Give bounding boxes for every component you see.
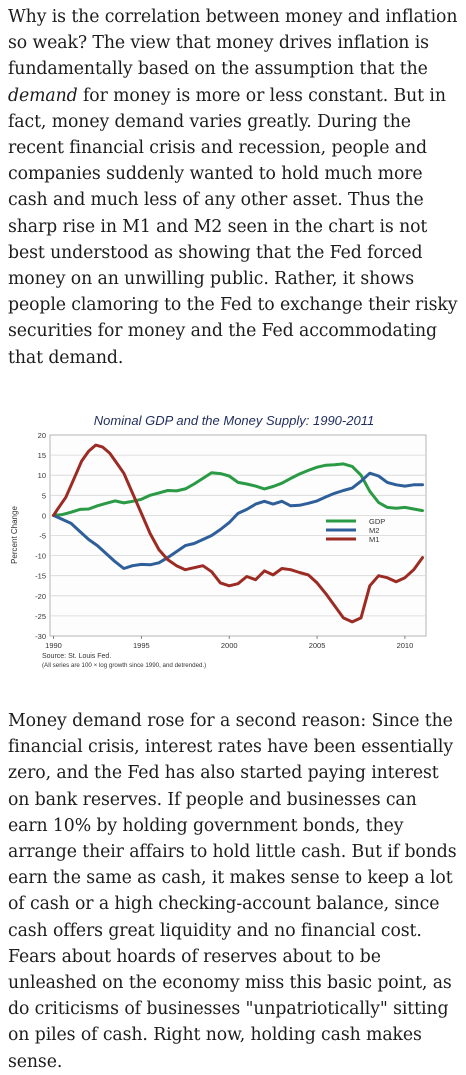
money-supply-chart: Nominal GDP and the Money Supply: 1990-2… (6, 402, 440, 678)
y-tick-label: 10 (38, 471, 46, 480)
paragraph-1: Why is the correlation between money and… (8, 4, 460, 371)
y-tick-label: 20 (38, 431, 46, 440)
series-lines (52, 443, 424, 624)
y-axis-ticks: 20 15 10 5 0 -5 -10 -15 -20 -25 -30 (35, 431, 46, 641)
y-tick-label: 15 (38, 451, 46, 460)
chart-source: Source: St. Louis Fed. (42, 653, 111, 660)
y-tick-label: -10 (35, 552, 46, 561)
x-tick-label: 2000 (221, 641, 238, 650)
paragraph-1-part-b: for money is more or less constant. But … (8, 85, 458, 368)
y-tick-label: -30 (35, 632, 46, 641)
legend-label-m1: M1 (369, 535, 379, 544)
chart-title: Nominal GDP and the Money Supply: 1990-2… (94, 413, 374, 428)
y-tick-label: -15 (35, 572, 46, 581)
y-axis-label: Percent Change (10, 506, 19, 564)
x-tick-label: 1990 (45, 641, 62, 650)
y-tick-label: -25 (35, 612, 46, 621)
chart-note: (All series are 100 × log growth since 1… (42, 662, 206, 669)
x-axis-ticks: 1990 1995 2000 2005 2010 (45, 636, 413, 650)
x-tick-label: 2010 (397, 641, 414, 650)
y-tick-label: -5 (39, 532, 46, 541)
series-line-gdp (52, 462, 424, 517)
grid-lines (50, 454, 426, 617)
y-tick-label: 0 (42, 511, 46, 520)
paragraph-1-emphasis: demand (8, 85, 78, 106)
paragraph-1-part-a: Why is the correlation between money and… (8, 7, 458, 80)
y-tick-label: -20 (35, 592, 46, 601)
series-line-m2 (52, 471, 424, 570)
legend-label-m2: M2 (369, 526, 379, 535)
x-tick-label: 2005 (309, 641, 326, 650)
legend-label-gdp: GDP (369, 517, 385, 526)
x-tick-label: 1995 (133, 641, 150, 650)
paragraph-2: Money demand rose for a second reason: S… (8, 711, 457, 1072)
chart-figure: Nominal GDP and the Money Supply: 1990-2… (6, 402, 440, 678)
y-tick-label: 5 (42, 491, 46, 500)
series-line-m1 (52, 443, 424, 624)
